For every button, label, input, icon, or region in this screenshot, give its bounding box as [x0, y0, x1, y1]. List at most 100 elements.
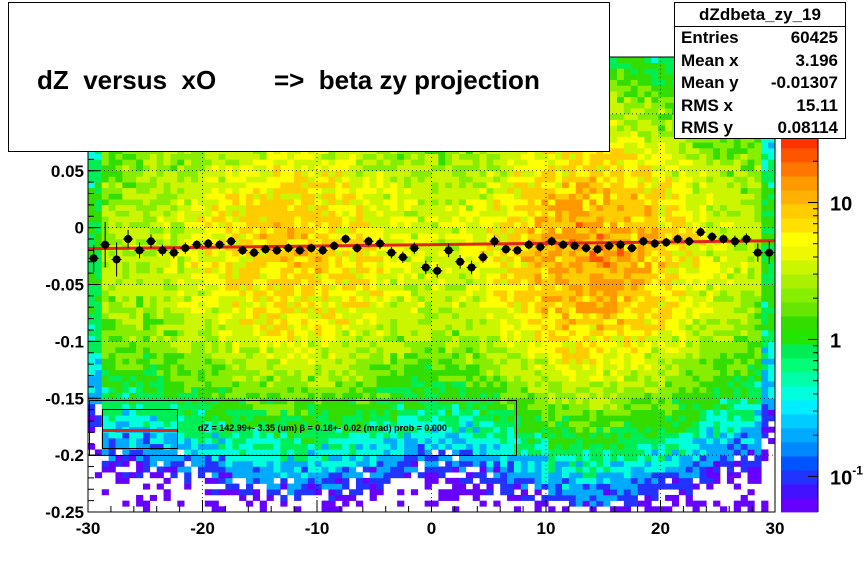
heatmap-cell	[438, 199, 446, 206]
heatmap-cell	[404, 204, 412, 211]
heatmap-cell	[507, 352, 515, 359]
heatmap-cell	[300, 472, 309, 479]
heatmap-cell	[410, 204, 419, 211]
heatmap-cell	[438, 426, 446, 433]
heatmap-cell	[321, 204, 329, 211]
heatmap-cell	[527, 256, 535, 263]
heatmap-cell	[115, 352, 123, 359]
heatmap-cell	[259, 381, 267, 388]
heatmap-cell	[300, 421, 309, 427]
heatmap-cell	[300, 358, 309, 365]
heatmap-cell	[218, 176, 226, 183]
heatmap-cell	[520, 210, 528, 217]
heatmap-cell	[197, 261, 206, 268]
heatmap-cell	[184, 392, 192, 399]
heatmap-cell	[191, 165, 199, 172]
heatmap-cell	[452, 312, 460, 319]
heatmap-cell	[156, 290, 164, 297]
heatmap-cell	[101, 153, 109, 160]
heatmap-cell	[204, 398, 212, 405]
heatmap-cell	[163, 364, 171, 371]
heatmap-cell	[197, 227, 206, 234]
heatmap-cell	[108, 449, 116, 456]
heatmap-cell	[445, 256, 453, 263]
heatmap-cell	[397, 347, 405, 354]
heatmap-cell	[273, 233, 281, 240]
heatmap-cell	[472, 187, 480, 194]
heatmap-cell	[362, 295, 370, 302]
heatmap-cell	[204, 409, 212, 416]
heatmap-cell	[472, 472, 480, 479]
heatmap-cell	[452, 358, 460, 365]
heatmap-cell	[170, 392, 178, 399]
heatmap-cell	[321, 460, 329, 467]
heatmap-cell	[252, 233, 261, 240]
heatmap-cell	[376, 392, 384, 399]
heatmap-cell	[142, 375, 151, 382]
heatmap-cell	[163, 267, 171, 274]
heatmap-cell	[445, 204, 453, 211]
heatmap-cell	[355, 170, 364, 177]
heatmap-cell	[445, 159, 453, 166]
heatmap-cell	[225, 460, 233, 467]
heatmap-cell	[438, 421, 446, 427]
heatmap-cell	[493, 312, 501, 319]
heatmap-cell	[397, 443, 405, 450]
heatmap-cell	[342, 187, 350, 194]
heatmap-cell	[108, 176, 116, 183]
heatmap-cell	[314, 165, 322, 172]
heatmap-cell	[170, 273, 178, 280]
heatmap-cell	[136, 176, 144, 183]
heatmap-cell	[424, 165, 432, 172]
heatmap-cell	[513, 403, 522, 410]
heatmap-cell	[273, 375, 281, 382]
heatmap-cell	[239, 335, 247, 342]
heatmap-cell	[266, 455, 274, 462]
heatmap-cell	[88, 284, 96, 291]
heatmap-cell	[142, 443, 151, 450]
heatmap-cell	[404, 443, 412, 450]
heatmap-cell	[115, 443, 123, 450]
heatmap-cell	[294, 386, 302, 393]
heatmap-cell	[445, 460, 453, 467]
heatmap-cell	[252, 312, 261, 319]
heatmap-cell	[507, 324, 515, 331]
heatmap-cell	[479, 432, 487, 439]
heatmap-cell	[239, 284, 247, 291]
heatmap-cell	[479, 273, 487, 280]
heatmap-cell	[493, 199, 501, 206]
heatmap-cell	[458, 204, 467, 211]
heatmap-cell	[300, 284, 309, 291]
heatmap-cell	[534, 187, 542, 194]
heatmap-cell	[94, 472, 103, 479]
heatmap-cell	[527, 221, 535, 228]
heatmap-cell	[527, 199, 535, 206]
heatmap-cell	[252, 352, 261, 359]
heatmap-cell	[122, 221, 130, 228]
heatmap-cell	[513, 204, 522, 211]
heatmap-cell	[369, 233, 377, 240]
heatmap-cell	[191, 443, 199, 450]
heatmap-cell	[417, 415, 425, 422]
heatmap-cell	[369, 284, 377, 291]
heatmap-cell	[307, 216, 316, 223]
heatmap-cell	[259, 421, 267, 427]
heatmap-cell	[445, 193, 453, 200]
heatmap-cell	[94, 210, 103, 217]
heatmap-cell	[94, 227, 103, 234]
heatmap-cell	[390, 403, 398, 410]
heatmap-cell	[94, 267, 103, 274]
heatmap-cell	[218, 489, 226, 496]
heatmap-cell	[438, 455, 446, 462]
heatmap-cell	[472, 386, 480, 393]
heatmap-cell	[472, 347, 480, 354]
heatmap-cell	[410, 165, 419, 172]
heatmap-cell	[520, 477, 528, 484]
heatmap-cell	[445, 392, 453, 399]
heatmap-cell	[410, 210, 419, 217]
heatmap-cell	[335, 159, 343, 166]
heatmap-cell	[486, 239, 494, 245]
heatmap-cell	[417, 369, 425, 376]
heatmap-cell	[424, 318, 432, 325]
heatmap-cell	[163, 438, 171, 445]
